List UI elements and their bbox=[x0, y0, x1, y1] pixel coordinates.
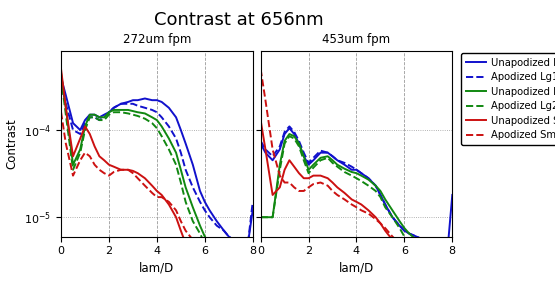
Legend: Unapodized Lg1, Apodized Lg1, Unapodized Lg2, Apodized Lg2, Unapodized Sm, Apodi: Unapodized Lg1, Apodized Lg1, Unapodized… bbox=[461, 53, 555, 145]
Text: Contrast at 656nm: Contrast at 656nm bbox=[154, 11, 324, 29]
X-axis label: lam/D: lam/D bbox=[339, 262, 374, 275]
Title: 453um fpm: 453um fpm bbox=[322, 33, 391, 46]
Title: 272um fpm: 272um fpm bbox=[123, 33, 191, 46]
Y-axis label: Contrast: Contrast bbox=[6, 119, 18, 169]
X-axis label: lam/D: lam/D bbox=[139, 262, 174, 275]
